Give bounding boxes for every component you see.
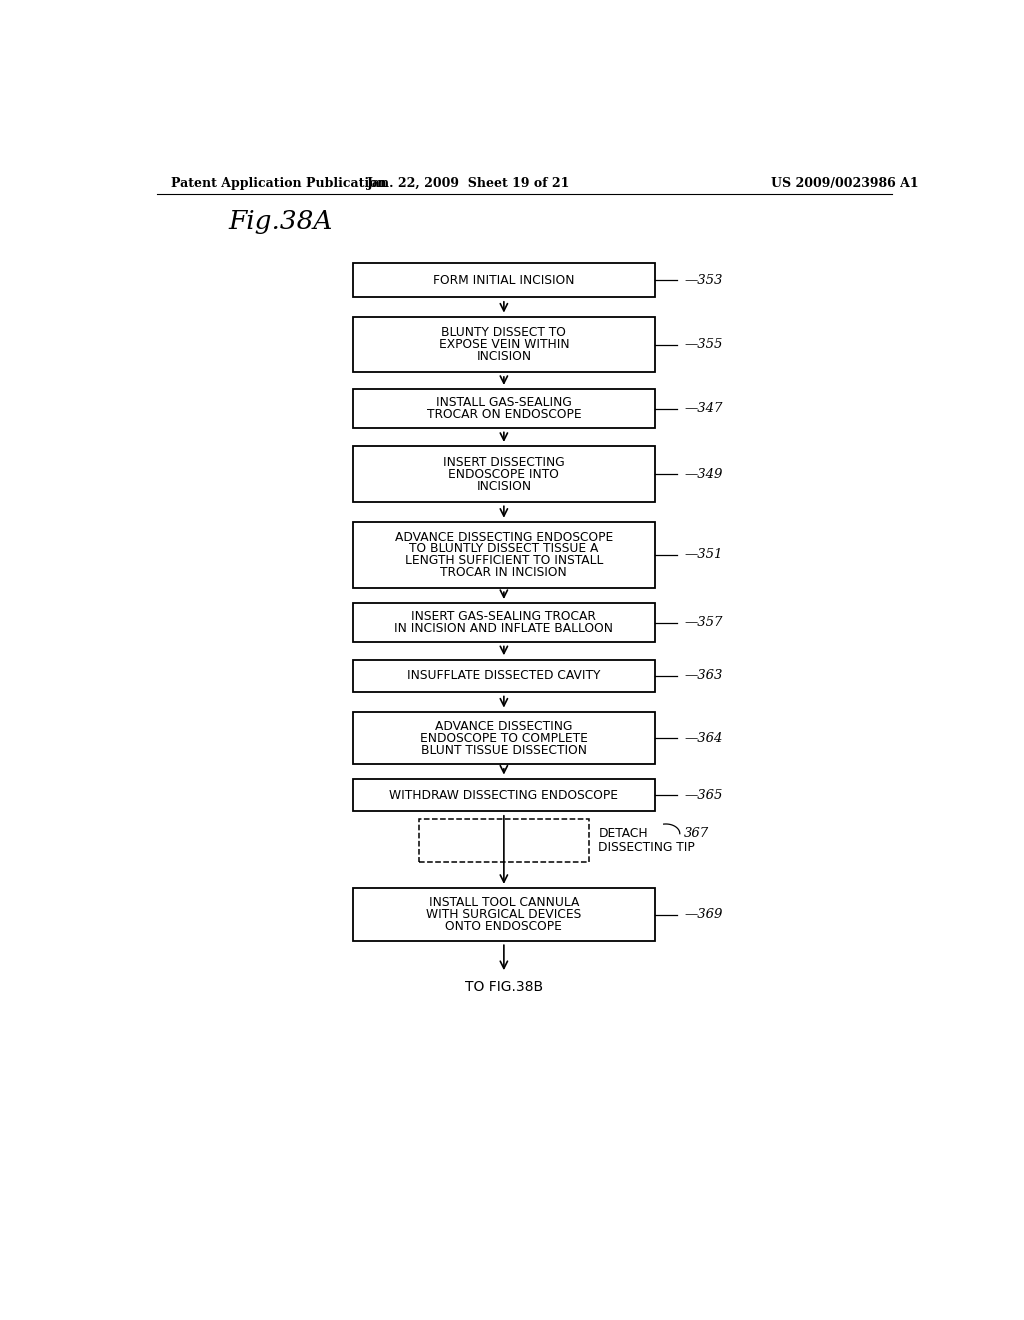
Text: TROCAR IN INCISION: TROCAR IN INCISION — [440, 566, 567, 579]
Text: DETACH: DETACH — [598, 828, 648, 841]
Text: Fig.38A: Fig.38A — [228, 209, 333, 234]
Text: 367: 367 — [684, 828, 709, 841]
Text: INSTALL TOOL CANNULA: INSTALL TOOL CANNULA — [429, 896, 579, 909]
Text: ADVANCE DISSECTING ENDOSCOPE: ADVANCE DISSECTING ENDOSCOPE — [394, 531, 613, 544]
Text: EXPOSE VEIN WITHIN: EXPOSE VEIN WITHIN — [438, 338, 569, 351]
Text: ONTO ENDOSCOPE: ONTO ENDOSCOPE — [445, 920, 562, 933]
Text: —364: —364 — [684, 731, 723, 744]
Bar — [352, 263, 655, 297]
Text: FORM INITIAL INCISION: FORM INITIAL INCISION — [433, 273, 574, 286]
Text: INCISION: INCISION — [476, 479, 531, 492]
Text: Jan. 22, 2009  Sheet 19 of 21: Jan. 22, 2009 Sheet 19 of 21 — [368, 177, 570, 190]
Text: —347: —347 — [684, 403, 723, 416]
Text: INSUFFLATE DISSECTED CAVITY: INSUFFLATE DISSECTED CAVITY — [408, 669, 600, 682]
Bar — [352, 711, 655, 764]
Text: —351: —351 — [684, 548, 723, 561]
Text: —353: —353 — [684, 273, 723, 286]
Text: ENDOSCOPE TO COMPLETE: ENDOSCOPE TO COMPLETE — [420, 731, 588, 744]
Text: ADVANCE DISSECTING: ADVANCE DISSECTING — [435, 719, 572, 733]
Text: —355: —355 — [684, 338, 723, 351]
Text: —369: —369 — [684, 908, 723, 921]
Text: BLUNT TISSUE DISSECTION: BLUNT TISSUE DISSECTION — [421, 743, 587, 756]
Bar — [352, 603, 655, 642]
Text: INSERT DISSECTING: INSERT DISSECTING — [443, 455, 564, 469]
Text: ENDOSCOPE INTO: ENDOSCOPE INTO — [449, 467, 559, 480]
Text: TO BLUNTLY DISSECT TISSUE A: TO BLUNTLY DISSECT TISSUE A — [410, 543, 599, 556]
Text: INCISION: INCISION — [476, 350, 531, 363]
Text: TROCAR ON ENDOSCOPE: TROCAR ON ENDOSCOPE — [427, 408, 582, 421]
Text: WITH SURGICAL DEVICES: WITH SURGICAL DEVICES — [426, 908, 582, 921]
Text: —349: —349 — [684, 467, 723, 480]
Text: LENGTH SUFFICIENT TO INSTALL: LENGTH SUFFICIENT TO INSTALL — [404, 554, 603, 568]
Bar — [352, 317, 655, 372]
Text: —365: —365 — [684, 788, 723, 801]
Text: IN INCISION AND INFLATE BALLOON: IN INCISION AND INFLATE BALLOON — [394, 622, 613, 635]
Bar — [352, 389, 655, 428]
Text: INSERT GAS-SEALING TROCAR: INSERT GAS-SEALING TROCAR — [412, 610, 596, 623]
Text: —357: —357 — [684, 616, 723, 630]
Bar — [352, 523, 655, 587]
Bar — [352, 660, 655, 692]
Text: WITHDRAW DISSECTING ENDOSCOPE: WITHDRAW DISSECTING ENDOSCOPE — [389, 788, 618, 801]
Bar — [352, 779, 655, 812]
Bar — [352, 888, 655, 941]
Bar — [352, 446, 655, 502]
Text: —363: —363 — [684, 669, 723, 682]
Text: INSTALL GAS-SEALING: INSTALL GAS-SEALING — [436, 396, 571, 409]
Bar — [419, 820, 589, 862]
Text: DISSECTING TIP: DISSECTING TIP — [598, 841, 695, 854]
Text: TO FIG.38B: TO FIG.38B — [465, 979, 543, 994]
Text: Patent Application Publication: Patent Application Publication — [171, 177, 386, 190]
Text: BLUNTY DISSECT TO: BLUNTY DISSECT TO — [441, 326, 566, 339]
Text: US 2009/0023986 A1: US 2009/0023986 A1 — [771, 177, 919, 190]
